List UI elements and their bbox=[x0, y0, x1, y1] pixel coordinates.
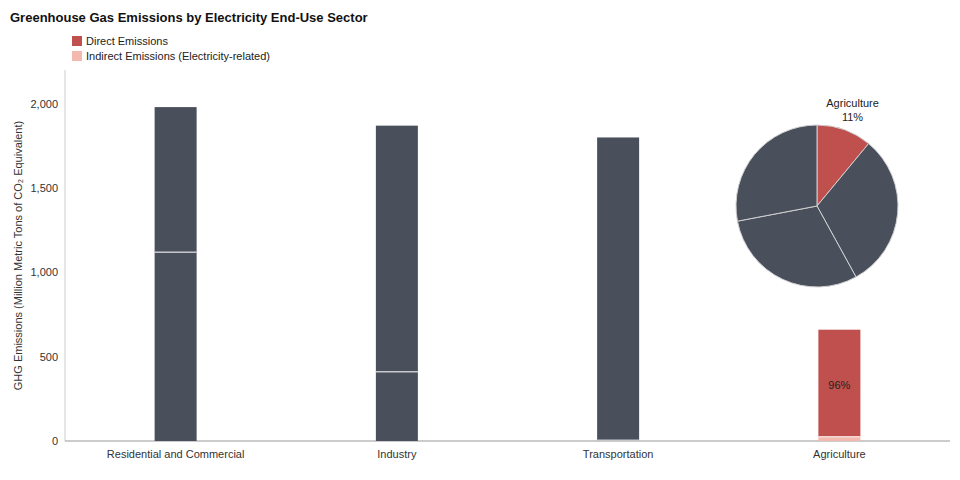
x-axis-line bbox=[65, 441, 950, 442]
x-tick-label: Agriculture bbox=[813, 448, 866, 460]
segment-divider bbox=[818, 436, 860, 437]
bar-segment bbox=[376, 372, 418, 441]
chart-title: Greenhouse Gas Emissions by Electricity … bbox=[10, 10, 368, 25]
bar-segment bbox=[597, 440, 639, 441]
pie-slice bbox=[736, 125, 817, 221]
pie-label: Agriculture bbox=[826, 97, 879, 109]
legend: Direct Emissions Indirect Emissions (Elec… bbox=[72, 35, 270, 62]
y-tick-label: 500 bbox=[40, 351, 58, 363]
y-tick-label: 2,000 bbox=[30, 98, 58, 110]
x-tick-label: Residential and Commercial bbox=[107, 448, 245, 460]
bar-segment bbox=[155, 107, 197, 252]
y-tick-label: 1,500 bbox=[30, 182, 58, 194]
legend-swatch bbox=[72, 51, 82, 61]
bar-segment bbox=[155, 252, 197, 441]
legend-swatch bbox=[72, 36, 82, 46]
bar-group bbox=[155, 107, 861, 441]
legend-label: Direct Emissions bbox=[86, 35, 168, 47]
pie: Agriculture 11% bbox=[736, 97, 898, 287]
chart-canvas: Greenhouse Gas Emissions by Electricity … bbox=[0, 0, 960, 480]
segment-divider bbox=[376, 371, 418, 372]
legend-label: Indirect Emissions (Electricity-related) bbox=[86, 50, 270, 62]
annotation: 96% bbox=[828, 379, 850, 391]
segment-divider bbox=[155, 252, 197, 253]
y-axis-title: GHG Emissions (Million Metric Tons of CO… bbox=[12, 121, 24, 390]
x-tick-label: Transportation bbox=[583, 448, 654, 460]
pie-value-label: 11% bbox=[842, 111, 863, 123]
y-tick-label: 0 bbox=[52, 435, 58, 447]
bar-segment bbox=[376, 126, 418, 372]
bar-segment bbox=[818, 330, 860, 437]
y-tick-label: 1,000 bbox=[30, 266, 58, 278]
bar-segment bbox=[597, 137, 639, 440]
segment-divider bbox=[597, 440, 639, 441]
bar-segment bbox=[818, 437, 860, 441]
y-axis-line bbox=[65, 70, 66, 441]
x-tick-label: Industry bbox=[377, 448, 417, 460]
